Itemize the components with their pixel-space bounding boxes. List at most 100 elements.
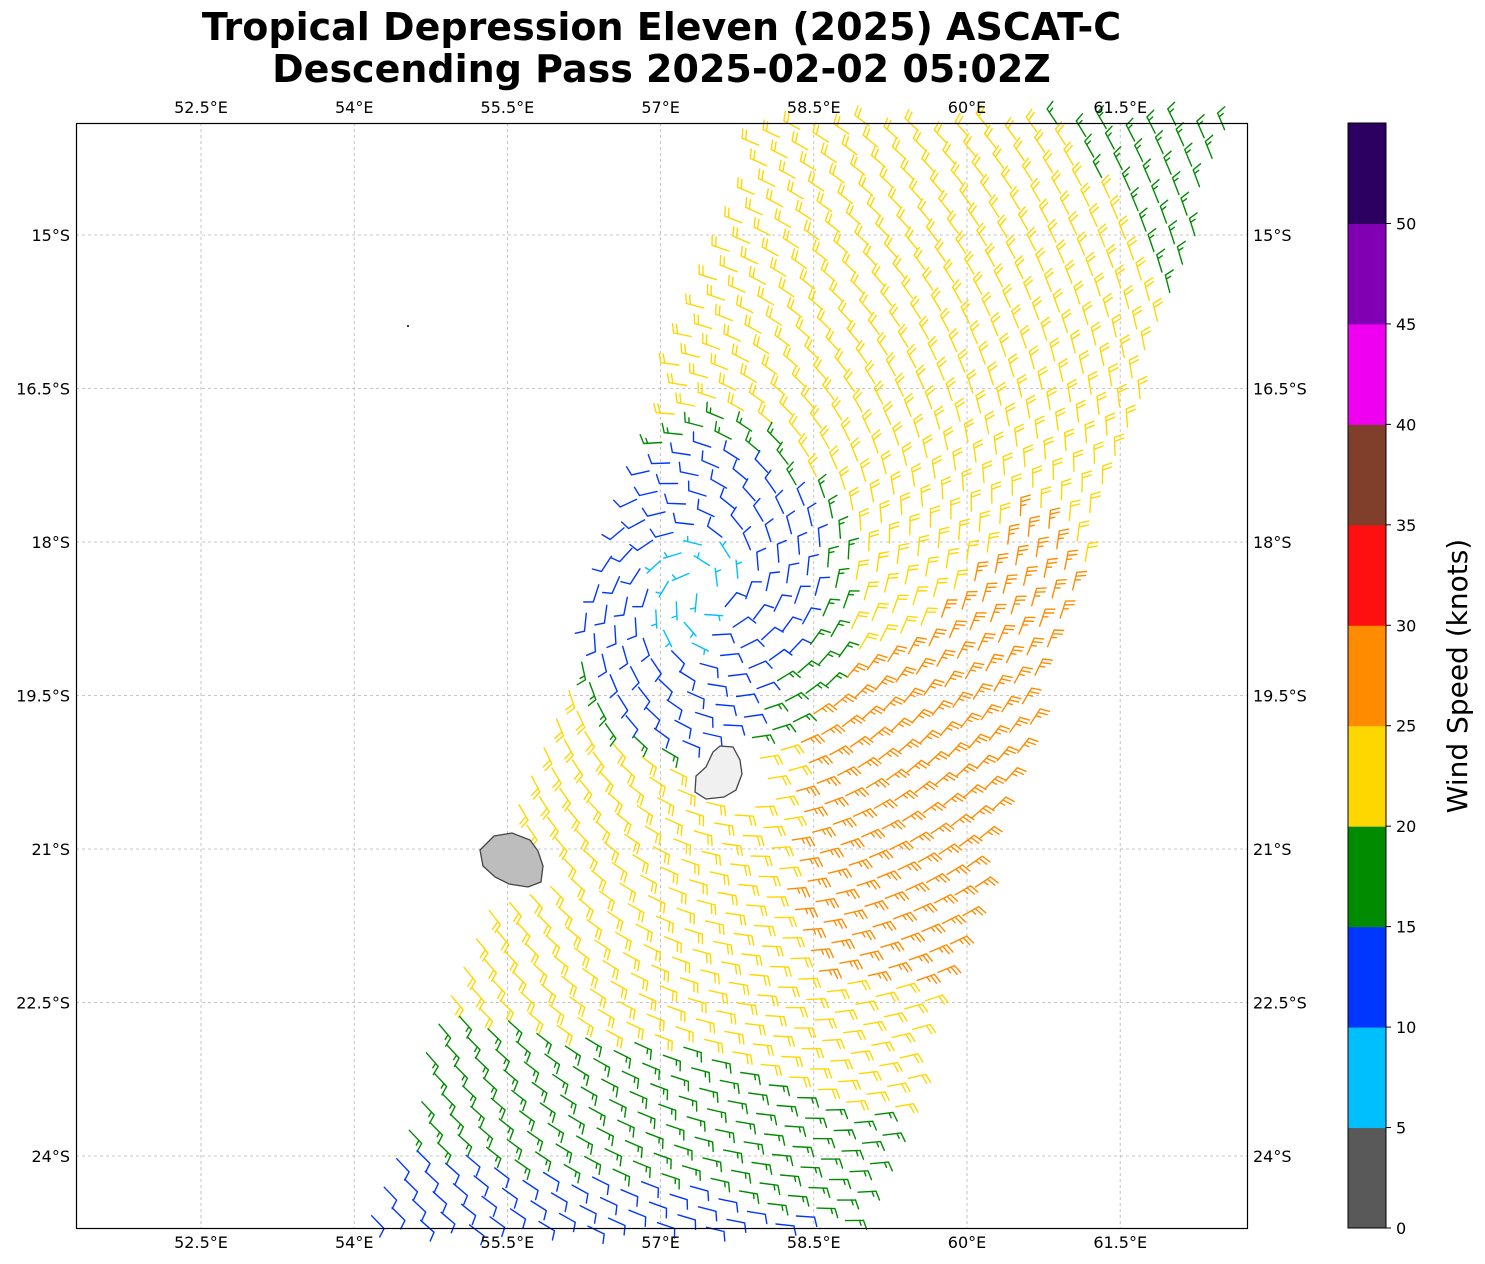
wind-barb [917,534,930,557]
wind-barb [661,748,679,768]
wind-barb [712,940,733,956]
wind-barb [799,857,824,868]
wind-barb [1131,305,1143,330]
wind-barb [921,149,935,173]
wind-barb [650,658,662,682]
wind-barb [701,850,722,866]
gridlines [76,123,1247,1228]
wind-barb [741,953,763,966]
wind-barb [774,916,797,927]
wind-barb [925,218,939,242]
wind-barb [676,907,695,925]
wind-barb [1063,428,1075,452]
wind-barb [1025,394,1037,419]
wind-barb [429,1121,444,1145]
wind-barb [814,1018,838,1029]
wind-barb [994,552,1009,574]
wind-barb [702,333,721,350]
wind-barb [850,437,861,462]
wind-barb [483,958,498,982]
wind-barb [667,1005,686,1023]
wind-barb [805,1117,828,1129]
wind-barb [993,674,1013,692]
wind-barb [705,401,724,420]
wind-barb [976,754,999,770]
wind-barb [899,492,911,516]
wind-barb [979,825,1003,839]
wind-barb [928,628,947,647]
wind-barb [835,567,850,588]
wind-barb [1070,329,1081,354]
wind-barb [900,157,915,181]
wind-barb [966,539,980,561]
wind-barb [1002,283,1013,308]
wind-barb [924,385,935,410]
wind-barb [396,1158,410,1181]
wind-barb [759,754,784,766]
wind-barb [817,523,828,547]
wind-barb [1061,308,1072,333]
wind-barb [716,1010,737,1025]
wind-barb [730,863,752,877]
wind-barb [753,217,771,236]
wind-barb [797,1096,820,1108]
wind-barb [1017,206,1029,231]
wind-barb [1027,515,1040,537]
wind-barb [775,1223,797,1236]
wind-barb [781,616,803,633]
wind-barb [1164,269,1174,294]
wind-barb [812,239,828,261]
wind-barb [1204,134,1214,159]
wind-barb [632,588,649,608]
wind-barb [838,1079,862,1091]
wind-barb [895,1103,919,1114]
wind-barb [875,991,900,1002]
wind-barb [843,368,855,393]
wind-barb [936,649,956,667]
wind-barb [625,466,650,476]
wind-barb [1014,423,1025,447]
wind-barb [970,489,981,512]
wind-barb [658,678,673,702]
wind-barb [1030,177,1041,202]
wind-barb [604,723,617,747]
wind-barb [820,259,836,282]
wind-barb [608,792,623,815]
wind-barb [969,320,980,345]
wind-barb [830,619,851,637]
wind-barb [1167,101,1177,126]
wind-barb [992,796,1015,811]
wind-barb [999,332,1010,357]
wind-barb [1043,267,1054,292]
wind-barb [509,1208,527,1229]
wind-barb [975,389,986,414]
wind-barb [642,1062,661,1081]
wind-barb [589,988,607,1009]
wind-barb [512,971,527,994]
wind-barb [383,1186,398,1210]
wind-barb [1088,202,1099,228]
wind-barb [889,840,914,851]
wind-barb [775,795,800,806]
wind-barb [846,1100,870,1111]
wind-barb [687,997,707,1014]
wind-barb [897,861,922,872]
wind-barb [675,1026,694,1043]
wind-barb [836,1199,860,1210]
wind-barb [962,905,987,917]
wind-barb [1075,399,1087,423]
wind-barb [677,789,696,807]
wind-barb [545,934,561,958]
wind-barb [726,1218,747,1233]
wind-barb [1018,616,1036,635]
wind-barb [952,691,974,708]
wind-barb [1196,114,1205,139]
wind-barb [663,936,683,954]
wind-barb [640,874,658,894]
wind-barb [1023,275,1034,300]
wind-barb [922,266,934,291]
wind-barb [701,450,720,469]
wind-barb [558,906,573,929]
wind-barb [871,602,889,621]
wind-barb [761,353,778,375]
